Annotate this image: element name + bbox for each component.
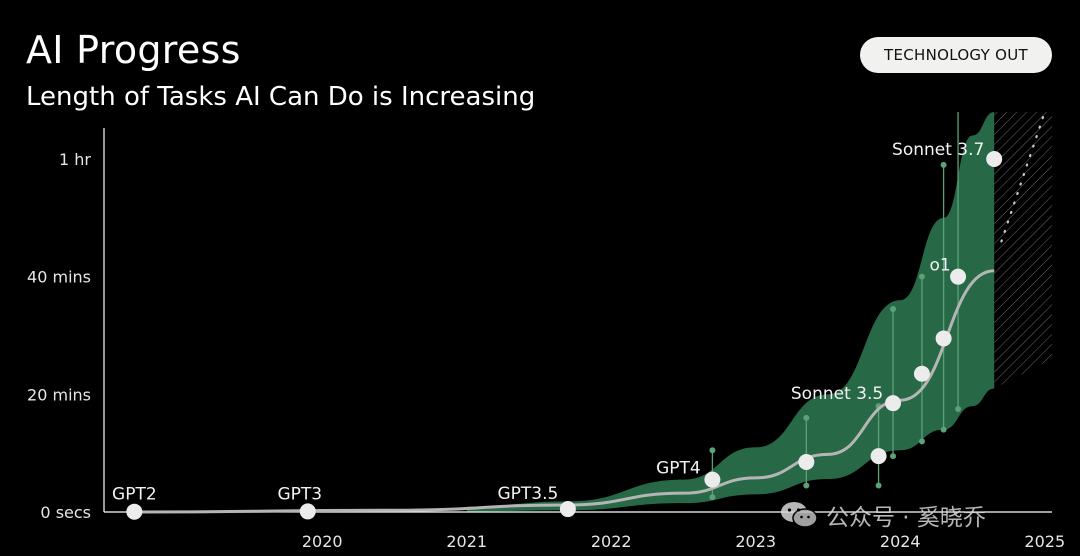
point-label: Sonnet 3.7 [892, 140, 984, 160]
y-tick-label: 20 mins [27, 385, 91, 404]
y-tick-label: 40 mins [27, 268, 91, 287]
data-point [986, 151, 1003, 167]
x-tick-label: 2021 [446, 532, 487, 551]
watermark: 公众号 · 奚晓乔 [780, 498, 986, 532]
data-point [870, 448, 887, 465]
point-label: Sonnet 3.5 [791, 384, 883, 404]
error-bar-high [940, 161, 947, 168]
error-bar-low [709, 494, 716, 501]
data-point [913, 365, 930, 382]
data-point [798, 453, 815, 470]
data-point [885, 395, 902, 412]
x-tick-label: 2025 [1024, 532, 1065, 551]
error-bar-low [890, 453, 897, 460]
error-bar-high [709, 447, 716, 454]
wechat-icon [781, 502, 818, 528]
error-bar-low [940, 426, 947, 433]
uncertainty-band [466, 112, 995, 512]
technology-out-badge[interactable]: TECHNOLOGY OUT [860, 37, 1052, 73]
y-tick-label: 0 secs [40, 503, 91, 522]
chart-title: AI Progress [26, 28, 241, 72]
data-point [950, 268, 967, 285]
data-point [704, 471, 721, 488]
data-point [559, 501, 576, 518]
error-bar-low [918, 438, 925, 445]
point-label: GPT2 [112, 485, 157, 505]
watermark-text: 公众号 · 奚晓乔 [826, 505, 986, 531]
projection-region [994, 112, 1052, 389]
x-tick-label: 2020 [302, 532, 343, 551]
point-label: GPT3.5 [497, 484, 558, 504]
x-tick-label: 2022 [591, 532, 632, 551]
x-tick-label: 2024 [880, 532, 921, 551]
y-tick-label: 1 hr [59, 150, 91, 169]
data-point [935, 330, 952, 347]
data-point [126, 503, 143, 520]
error-bar-high [918, 273, 925, 280]
data-point [299, 503, 316, 520]
x-tick-label: 2023 [735, 532, 776, 551]
error-bar-low [955, 406, 962, 413]
error-bar-high [803, 414, 810, 421]
point-label: GPT4 [656, 459, 701, 479]
point-label: GPT3 [277, 484, 322, 504]
error-bar-low [875, 482, 882, 489]
point-label: o1 [929, 256, 950, 276]
chart-subtitle: Length of Tasks AI Can Do is Increasing [26, 82, 536, 112]
error-bar-low [803, 482, 810, 489]
error-bar-high [890, 306, 897, 313]
